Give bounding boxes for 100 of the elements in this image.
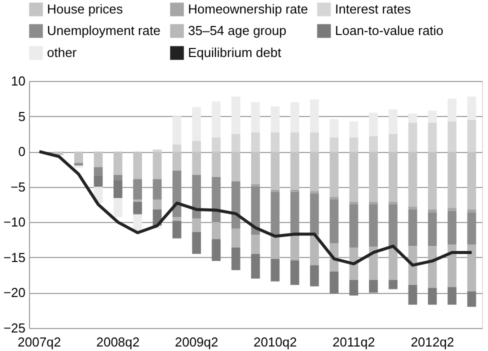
- bar: [192, 232, 201, 254]
- bar: [231, 134, 240, 152]
- bar: [133, 202, 142, 214]
- bar: [330, 137, 339, 152]
- bar: [231, 152, 240, 182]
- bar: [428, 122, 437, 152]
- bar: [467, 120, 476, 152]
- bar: [192, 152, 201, 175]
- bar: [448, 244, 456, 288]
- bar: [448, 210, 456, 245]
- bar: [310, 234, 319, 266]
- bar: [330, 119, 339, 138]
- bar: [428, 212, 437, 246]
- bar: [330, 272, 339, 294]
- y-tick-label: 0: [18, 144, 26, 160]
- bar: [428, 246, 437, 288]
- bar: [251, 132, 260, 152]
- bar: [290, 152, 300, 190]
- x-tick-label: 2011q2: [332, 334, 375, 350]
- bar: [388, 246, 398, 280]
- bar: [270, 132, 280, 152]
- bar: [408, 284, 418, 305]
- bar: [467, 212, 476, 245]
- bar: [448, 98, 456, 122]
- bar: [349, 121, 358, 138]
- bar: [388, 204, 398, 247]
- bar: [428, 288, 437, 305]
- legend-label: other: [47, 45, 78, 60]
- bar: [368, 136, 378, 152]
- bar: [94, 176, 103, 187]
- bar: [231, 96, 240, 134]
- bar: [54, 152, 64, 156]
- bar: [114, 180, 122, 198]
- bar: [388, 134, 398, 152]
- bar: [231, 181, 240, 228]
- bar: [408, 209, 418, 246]
- bar: [270, 152, 280, 190]
- bar: [310, 152, 319, 192]
- y-tick-label: −25: [3, 320, 26, 336]
- bar: [467, 152, 476, 210]
- bar: [270, 106, 280, 133]
- bar: [172, 144, 182, 152]
- y-tick-label: −10: [3, 214, 26, 230]
- bar: [114, 198, 122, 218]
- bar: [231, 228, 240, 248]
- bar: [330, 196, 339, 200]
- bar: [310, 99, 319, 133]
- bar: [290, 236, 300, 260]
- bar: [349, 152, 358, 202]
- bar: [388, 202, 398, 204]
- bar: [368, 202, 378, 204]
- bar: [349, 204, 358, 248]
- x-tick-label: 2012q2: [410, 334, 454, 350]
- bar: [251, 186, 260, 235]
- x-tick-label: 2009q2: [174, 334, 218, 350]
- bar: [94, 152, 103, 168]
- bar: [408, 206, 418, 210]
- bar: [152, 149, 162, 152]
- bar: [368, 280, 378, 293]
- bar: [133, 179, 142, 200]
- bar: [172, 152, 182, 171]
- legend-label: 35–54 age group: [188, 23, 286, 38]
- bar: [467, 209, 476, 212]
- bar: [133, 152, 142, 180]
- bar: [251, 152, 260, 184]
- bar: [74, 162, 84, 166]
- legend-label: House prices: [47, 1, 124, 16]
- bar: [330, 152, 339, 197]
- bar: [270, 236, 280, 259]
- bar: [152, 200, 162, 210]
- bar: [172, 220, 182, 238]
- bar: [94, 167, 103, 176]
- bar: [349, 202, 358, 204]
- bar: [448, 121, 456, 152]
- bar: [270, 192, 280, 236]
- bar: [310, 132, 319, 152]
- bar: [114, 174, 122, 181]
- legend-label: Interest rates: [335, 1, 412, 16]
- bar: [270, 258, 280, 282]
- bar: [290, 132, 300, 152]
- bar: [467, 291, 476, 307]
- legend-label: Unemployment rate: [47, 23, 160, 38]
- x-tick-label: 2008q2: [96, 334, 140, 350]
- bar: [212, 137, 221, 152]
- bar: [388, 280, 398, 290]
- bar: [310, 265, 319, 286]
- y-tick-label: 10: [11, 74, 26, 88]
- bar: [467, 244, 476, 292]
- line-series: [38, 150, 474, 267]
- bar: [212, 101, 221, 138]
- bar: [212, 239, 221, 261]
- x-tick-label: 2010q2: [253, 334, 297, 350]
- bar: [152, 179, 162, 200]
- bar: [192, 174, 201, 219]
- y-tick-label: −5: [10, 179, 26, 194]
- bar: [212, 222, 221, 240]
- bar: [388, 152, 398, 202]
- legend-label: Homeownership rate: [188, 1, 308, 16]
- bar: [290, 192, 300, 236]
- bar: [448, 152, 456, 208]
